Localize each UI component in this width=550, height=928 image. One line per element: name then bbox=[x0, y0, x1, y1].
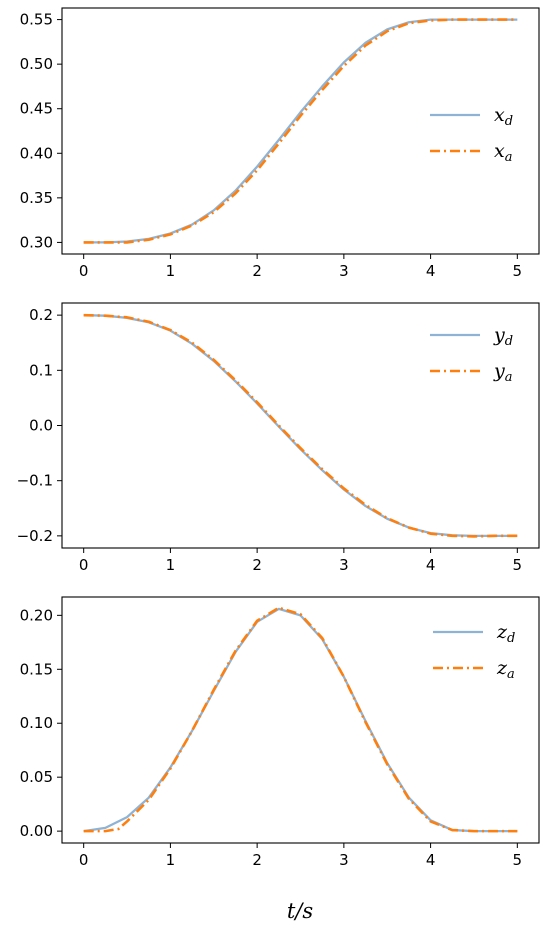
legend-label-base: z bbox=[496, 621, 508, 643]
x-tick-label: 2 bbox=[252, 851, 262, 869]
series-line-z-a bbox=[83, 606, 518, 833]
legend-label-base: x bbox=[494, 140, 505, 162]
axes-frame bbox=[61, 596, 540, 844]
y-tick-label: 0.05 bbox=[20, 768, 53, 786]
legend-label-subscript: d bbox=[507, 631, 515, 646]
x-tick-label: 0 bbox=[79, 851, 89, 869]
x-tick-label: 5 bbox=[513, 851, 523, 869]
y-tick-label: 0.1 bbox=[29, 361, 53, 379]
legend-label-y-a: ya bbox=[493, 360, 513, 385]
legend-label-z-a: za bbox=[496, 657, 515, 682]
y-tick-label: 0.20 bbox=[20, 606, 53, 624]
y-tick-label: 0.50 bbox=[20, 55, 53, 73]
x-tick-label: 3 bbox=[339, 851, 349, 869]
y-tick-label: −0.1 bbox=[17, 472, 53, 490]
x-tick-label: 3 bbox=[339, 556, 349, 574]
x-tick-label: 5 bbox=[513, 262, 523, 280]
x-tick-label: 0 bbox=[79, 556, 89, 574]
x-tick-label: 1 bbox=[166, 262, 176, 280]
x-tick-label: 2 bbox=[252, 262, 262, 280]
x-axis-label: t/s bbox=[287, 899, 314, 923]
legend-label-subscript: a bbox=[507, 667, 515, 682]
legend-label-subscript: d bbox=[505, 114, 513, 129]
y-tick-label: 0.45 bbox=[20, 100, 53, 118]
x-tick-label: 3 bbox=[339, 262, 349, 280]
x-tick-label: 1 bbox=[166, 851, 176, 869]
legend-label-z-d: zd bbox=[496, 621, 515, 646]
x-tick-label: 0 bbox=[79, 262, 89, 280]
x-tick-label: 4 bbox=[426, 262, 436, 280]
legend-label-x-a: xa bbox=[494, 140, 512, 165]
legend-label-y-d: yd bbox=[493, 324, 513, 349]
y-tick-label: 0.35 bbox=[20, 189, 53, 207]
legend-label-base: y bbox=[493, 360, 505, 382]
x-tick-label: 4 bbox=[426, 556, 436, 574]
y-tick-label: 0.10 bbox=[20, 714, 53, 732]
x-tick-label: 4 bbox=[426, 851, 436, 869]
series-line-x-a bbox=[83, 18, 518, 244]
x-tick-label: 1 bbox=[166, 556, 176, 574]
y-tick-label: 0.40 bbox=[20, 144, 53, 162]
legend-label-subscript: a bbox=[505, 150, 513, 165]
legend-label-subscript: d bbox=[505, 334, 513, 349]
axes-frame bbox=[61, 7, 540, 255]
x-tick-label: 2 bbox=[252, 556, 262, 574]
y-tick-label: −0.2 bbox=[17, 527, 53, 545]
x-tick-label: 5 bbox=[513, 556, 523, 574]
legend-label-base: y bbox=[493, 324, 505, 346]
legend-label-base: z bbox=[496, 657, 508, 679]
series-line-y-a bbox=[83, 313, 518, 538]
legend-label-subscript: a bbox=[505, 370, 513, 385]
y-tick-label: 0.15 bbox=[20, 660, 53, 678]
legend-label-x-d: xd bbox=[494, 104, 513, 129]
y-tick-label: 0.55 bbox=[20, 11, 53, 29]
y-tick-label: 0.2 bbox=[29, 306, 53, 324]
legend-label-base: x bbox=[494, 104, 505, 126]
y-tick-label: 0.00 bbox=[20, 822, 53, 840]
y-tick-label: 0.30 bbox=[20, 233, 53, 251]
y-tick-label: 0.0 bbox=[29, 417, 53, 435]
